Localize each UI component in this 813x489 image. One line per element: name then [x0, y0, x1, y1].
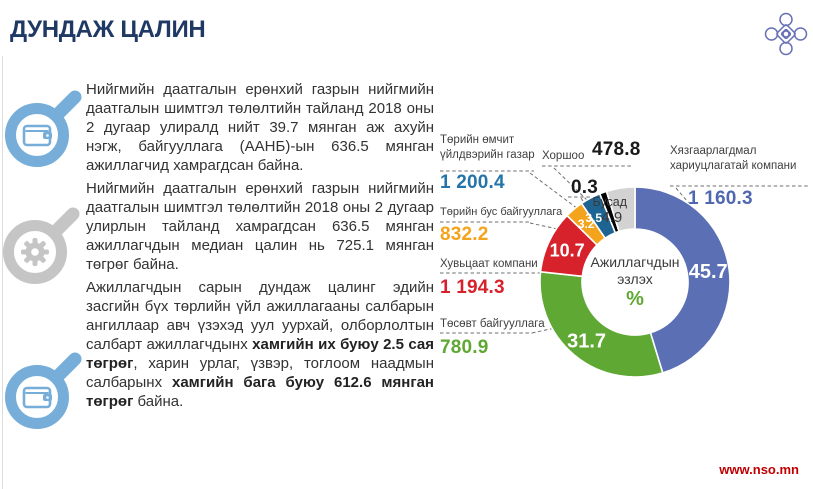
callout-value-budget: 780.9: [440, 337, 489, 358]
slice-label-1: 31.7: [567, 331, 606, 353]
slice-label-0: 45.7: [689, 261, 728, 283]
callout-name-budget: Төсөвт байгууллага: [440, 318, 545, 330]
paragraph-2: Нийгмийн даатгалын ерөнхий газрын нийгми…: [86, 180, 434, 273]
slice-label-4: 3.5: [585, 211, 602, 225]
donut-slice-6: [605, 186, 636, 233]
donut-center-label: Ажиллагчдын эзлэх %: [575, 254, 695, 310]
paragraph-1: Нийгмийн даатгалын ерөнхий газрын нийгми…: [86, 81, 434, 174]
callout-value-jsc: 1 194.3: [440, 277, 505, 298]
gear-icon: [21, 238, 49, 266]
center-label-line2: эзлэх: [617, 271, 653, 287]
center-label-line1: Ажиллагчдын: [590, 254, 680, 270]
callout-pct-khorshoo: 0.3: [571, 177, 599, 198]
website-link[interactable]: www.nso.mn: [719, 462, 799, 477]
callout-name-llc: Хязгаарлагдмал хариуцлагатай компани: [670, 145, 797, 172]
nso-logo-icon: [764, 12, 808, 56]
slice-label-6: Бусад 4.9: [592, 195, 627, 226]
callout-value-state-owned: 1 200.4: [440, 172, 505, 193]
callout-value-ngo: 832.2: [440, 224, 489, 245]
callout-name-state-owned: Төрийн өмчит үйлдвэрийн газар: [440, 134, 535, 161]
page-title: ДУНДАЖ ЦАЛИН: [10, 16, 206, 43]
callout-value-khorshoo: 478.8: [592, 139, 641, 160]
paragraph-3: Ажиллагчдын сарын дундаж цалинг эдийн за…: [86, 279, 434, 410]
callout-name-ngo: Төрийн бус байгууллага: [440, 206, 563, 218]
slice-label-2: 10.7: [550, 240, 585, 260]
callout-name-jsc: Хувьцаат компани: [440, 258, 538, 270]
donut-slices: [539, 186, 731, 378]
slice-label-3: 3.2: [578, 217, 595, 231]
magnifier-wallet-icon: [5, 352, 82, 429]
magnifier-wallet-icon: [5, 90, 82, 167]
left-divider-line: [2, 56, 3, 489]
text-column: Нийгмийн даатгалын ерөнхий газрын нийгми…: [86, 80, 434, 415]
callout-name-khorshoo: Хоршоо: [542, 150, 585, 162]
donut-slice-1: [539, 270, 664, 378]
callout-value-llc: 1 160.3: [688, 188, 753, 209]
center-label-unit: %: [626, 288, 644, 310]
donut-slice-0: [634, 186, 731, 374]
wallet-icon: [22, 386, 52, 409]
donut-chart: 45.7 31.7 10.7 3.2 3.5 Бусад 4.9 Ажиллагчдын э…: [432, 128, 813, 410]
wallet-icon: [22, 124, 52, 147]
magnifier-gear-icon: [3, 207, 80, 284]
